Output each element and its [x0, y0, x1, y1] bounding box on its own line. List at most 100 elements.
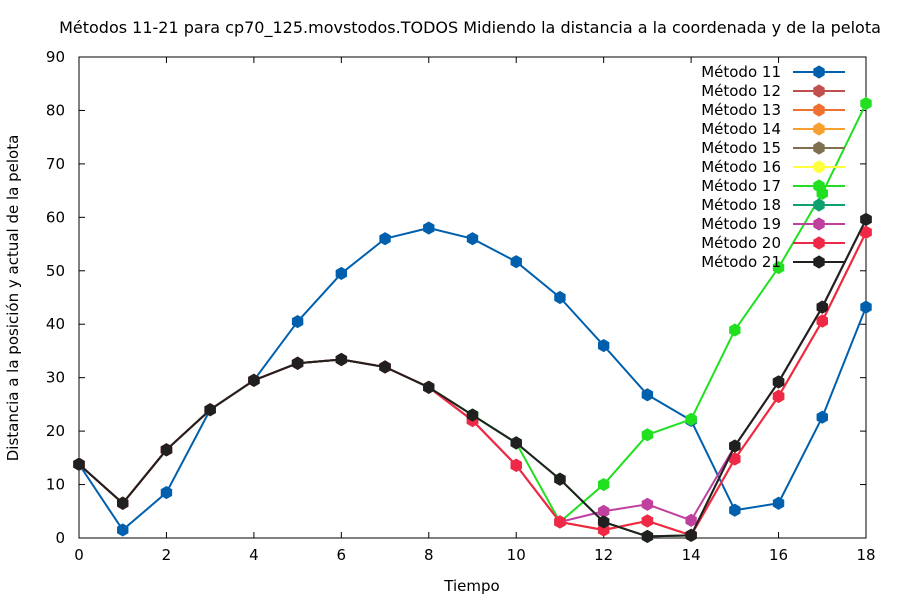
- data-point: [466, 408, 479, 422]
- legend-label: Método 13: [701, 101, 781, 119]
- y-tick-label: 80: [46, 101, 65, 119]
- data-point: [248, 373, 260, 387]
- data-point: [729, 439, 741, 453]
- data-point: [772, 260, 785, 275]
- data-point: [685, 412, 697, 426]
- data-point: [860, 300, 872, 314]
- data-point: [641, 514, 654, 528]
- plot-frame: [78, 56, 867, 539]
- data-point: [685, 528, 697, 542]
- legend-marker: [813, 65, 825, 79]
- data-point: [641, 529, 654, 543]
- series-21: [73, 212, 872, 543]
- legend-marker: [813, 103, 825, 117]
- legend-label: Método 21: [701, 253, 781, 271]
- x-tick-label: 12: [594, 546, 613, 564]
- data-point: [291, 314, 304, 329]
- chart-title: Métodos 11-21 para cp70_125.movstodos.TO…: [59, 18, 881, 38]
- data-point: [860, 96, 872, 111]
- series-20: [73, 225, 872, 542]
- series-line: [78, 231, 867, 537]
- data-point: [291, 356, 304, 370]
- y-tick-label: 90: [46, 48, 65, 66]
- data-point: [554, 290, 566, 305]
- data-point: [816, 314, 828, 328]
- legend-label: Método 17: [701, 177, 781, 195]
- y-axis-label: Distancia a la posición y actual de la p…: [4, 135, 22, 462]
- data-point: [641, 428, 654, 442]
- data-point: [117, 523, 129, 537]
- data-point: [117, 496, 129, 510]
- x-tick-label: 6: [337, 546, 347, 564]
- data-point: [160, 443, 173, 457]
- data-point: [204, 403, 216, 417]
- data-point: [335, 266, 348, 281]
- legend-marker: [813, 141, 825, 155]
- y-tick-label: 50: [46, 262, 65, 280]
- legend-marker: [813, 198, 825, 212]
- legend-label: Método 16: [701, 158, 781, 176]
- data-point: [510, 458, 522, 472]
- legend-label: Método 14: [701, 120, 781, 138]
- data-point: [597, 477, 610, 492]
- legend-marker: [813, 122, 825, 136]
- data-point: [554, 515, 566, 529]
- x-tick-label: 16: [769, 546, 788, 564]
- data-point: [729, 323, 741, 337]
- legend-label: Método 19: [701, 215, 781, 233]
- data-point: [597, 515, 610, 529]
- data-point: [816, 410, 828, 424]
- legend-label: Método 12: [701, 82, 781, 100]
- legend-label: Método 11: [701, 63, 781, 81]
- y-tick-label: 30: [46, 369, 65, 387]
- data-point: [772, 375, 785, 389]
- legend-label: Método 15: [701, 139, 781, 157]
- y-tick-label: 20: [46, 422, 65, 440]
- series-line: [78, 231, 867, 537]
- x-tick-label: 18: [856, 546, 875, 564]
- data-point: [510, 436, 522, 450]
- x-tick-label: 0: [74, 546, 84, 564]
- data-point: [160, 485, 173, 500]
- data-point: [335, 352, 348, 367]
- legend-label: Método 18: [701, 196, 781, 214]
- data-point: [816, 300, 828, 314]
- data-point: [772, 389, 785, 403]
- x-tick-label: 10: [507, 546, 526, 564]
- series-13: [73, 225, 872, 542]
- data-point: [772, 496, 785, 510]
- axes: 0 2 4 6 8 10 12 14 16 18 0 10 20 30 40 50 60 70 80 90: [46, 48, 876, 564]
- series-line: [78, 231, 867, 537]
- x-tick-label: 8: [424, 546, 434, 564]
- legend-marker: [813, 217, 825, 231]
- data-point: [379, 360, 391, 374]
- data-point: [423, 221, 435, 235]
- data-point: [641, 388, 654, 402]
- data-point: [685, 513, 697, 527]
- data-point: [466, 232, 479, 246]
- y-tick-label: 60: [46, 208, 65, 226]
- y-tick-label: 0: [55, 529, 65, 547]
- data-point: [554, 472, 566, 486]
- data-point: [860, 212, 872, 227]
- data-point: [641, 497, 654, 511]
- y-tick-label: 10: [46, 476, 65, 494]
- x-tick-label: 4: [249, 546, 259, 564]
- x-tick-label: 2: [162, 546, 172, 564]
- data-point: [379, 232, 391, 246]
- data-point: [73, 457, 85, 471]
- data-point: [729, 503, 741, 517]
- data-point: [597, 339, 610, 353]
- series-line: [78, 231, 867, 537]
- data-point: [510, 255, 522, 269]
- legend-marker: [813, 255, 825, 269]
- x-tick-label: 14: [682, 546, 701, 564]
- x-axis-label: Tiempo: [443, 577, 499, 595]
- series-layer: [73, 96, 872, 543]
- legend-marker: [813, 84, 825, 98]
- series-14: [73, 225, 872, 542]
- series-12: [73, 225, 872, 542]
- y-tick-label: 40: [46, 315, 65, 333]
